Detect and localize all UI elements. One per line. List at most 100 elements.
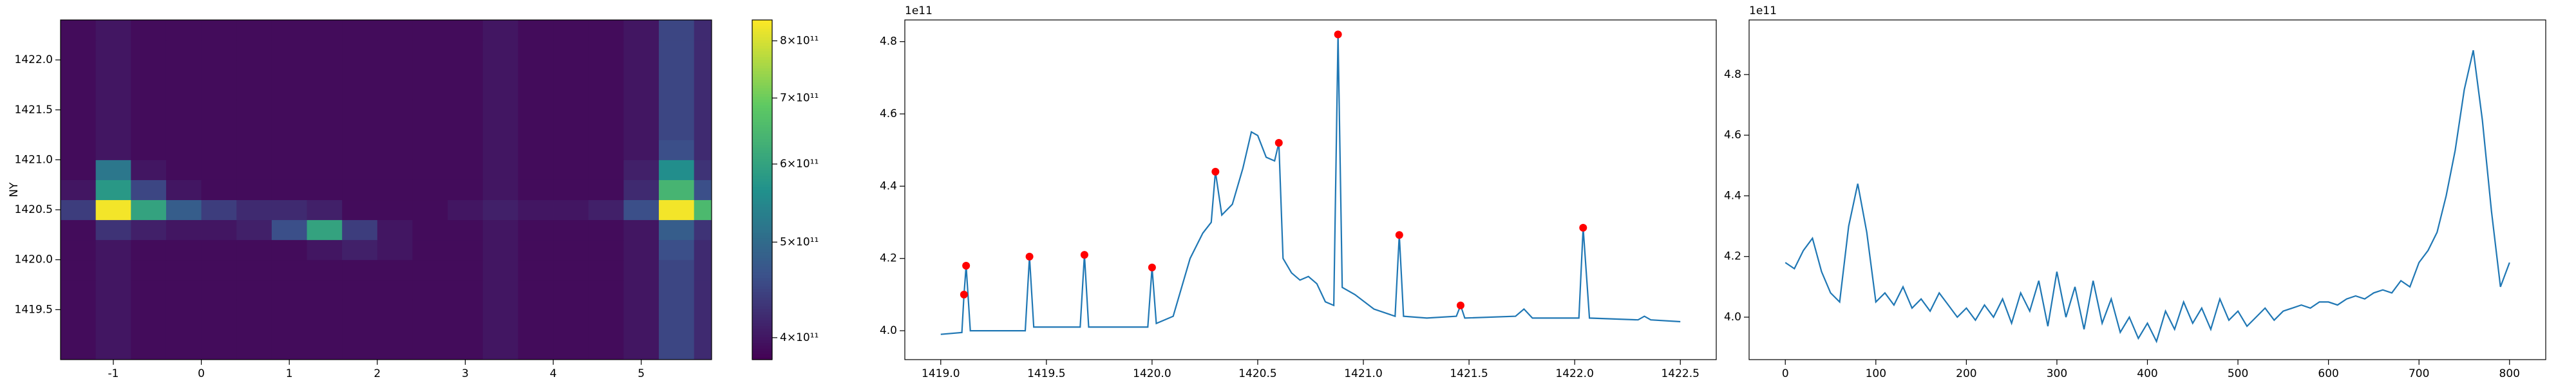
heatmap-cell — [95, 100, 131, 120]
heatmap-cell — [553, 120, 589, 140]
x-tick-label: 1421.0 — [1344, 367, 1382, 380]
heatmap-cell — [659, 60, 695, 80]
colorbar-step — [752, 356, 772, 360]
colorbar-step — [752, 150, 772, 154]
heatmap-cell — [448, 219, 484, 241]
heatmap-cell — [166, 239, 202, 261]
heatmap-cell — [553, 40, 589, 60]
heatmap-cell — [95, 80, 131, 100]
heatmap-cell — [412, 20, 448, 41]
heatmap-cell — [482, 160, 518, 180]
heatmap-cell — [482, 100, 518, 120]
heatmap-cell — [623, 140, 659, 160]
y-tick-label: 4.0 — [880, 324, 897, 337]
heatmap-cell — [271, 179, 308, 201]
heatmap-cell — [623, 339, 659, 360]
heatmap-cell — [588, 179, 624, 201]
heatmap-cell — [131, 140, 167, 160]
heatmap-cell — [131, 179, 167, 201]
colorbar-step — [752, 119, 772, 122]
heatmap-cell — [201, 120, 237, 140]
heatmap-cell — [694, 259, 712, 280]
colorbar-step — [752, 308, 772, 312]
heatmap-cell — [342, 100, 378, 120]
heatmap-cell — [482, 239, 518, 261]
heatmap-cell — [412, 179, 448, 201]
heatmap-cell — [271, 100, 308, 120]
heatmap-cell — [694, 279, 712, 300]
heatmap-cell — [271, 259, 308, 280]
heatmap-cell — [342, 239, 378, 261]
heatmap-cell — [61, 120, 97, 140]
heatmap-cell — [201, 299, 237, 320]
x-tick-label: 4 — [550, 367, 557, 380]
colorbar-step — [752, 181, 772, 185]
axes-frame — [60, 19, 712, 360]
heatmap-cell — [95, 219, 131, 241]
heatmap-cell — [659, 160, 695, 180]
heatmap-cell — [342, 60, 378, 80]
heatmap-cell — [377, 299, 413, 320]
colorbar-step — [752, 275, 772, 278]
colorbar-step — [752, 212, 772, 216]
colorbar-step — [752, 87, 772, 91]
heatmap-cell — [694, 60, 712, 80]
y-tick-label: 4.6 — [1724, 129, 1741, 142]
heatmap-cell — [694, 80, 712, 100]
heatmap-cell — [201, 239, 237, 261]
heatmap-cell — [166, 100, 202, 120]
y-tick-label: 1420.5 — [15, 203, 53, 216]
heatmap-cell — [482, 40, 518, 60]
heatmap-cell — [623, 100, 659, 120]
x-tick-label: 1422.5 — [1661, 367, 1699, 380]
heatmap-cell — [236, 179, 272, 201]
heatmap-cell — [518, 20, 554, 41]
heatmap-cell — [553, 80, 589, 100]
heatmap-cell — [588, 279, 624, 300]
x-tick-label: 3 — [462, 367, 469, 380]
heatmap-cell — [377, 339, 413, 360]
colorbar-step — [752, 241, 772, 244]
colorbar-step — [752, 340, 772, 344]
colorbar-step — [752, 207, 772, 210]
heatmap-cell — [201, 339, 237, 360]
heatmap-cell — [694, 120, 712, 140]
heatmap-cell — [342, 199, 378, 221]
x-tick-label: 300 — [2047, 367, 2067, 380]
colorbar-step — [752, 232, 772, 235]
colorbar-step — [752, 45, 772, 49]
colorbar-step — [752, 195, 772, 199]
heatmap-cell — [412, 160, 448, 180]
heatmap-cell — [518, 60, 554, 80]
y-tick-label: 1422.0 — [15, 53, 53, 66]
x-tick-label: 800 — [2499, 367, 2520, 380]
heatmap-cell — [236, 319, 272, 340]
colorbar-step — [752, 311, 772, 315]
colorbar-step — [752, 144, 772, 148]
heatmap-cell — [553, 259, 589, 280]
colorbar-step — [752, 25, 772, 29]
heatmap-cell — [588, 319, 624, 340]
heatmap-cell — [201, 219, 237, 241]
heatmap-cell — [236, 339, 272, 360]
colorbar-step — [752, 190, 772, 193]
heatmap-cell — [342, 259, 378, 280]
colorbar-step — [752, 289, 772, 292]
heatmap-cell — [623, 319, 659, 340]
heatmap-cell — [61, 80, 97, 100]
colorbar-step — [752, 215, 772, 219]
colorbar-step — [752, 28, 772, 32]
heatmap-cell — [377, 219, 413, 241]
colorbar-step — [752, 269, 772, 273]
heatmap-cell — [518, 299, 554, 320]
colorbar-step — [752, 164, 772, 168]
heatmap-cell — [482, 299, 518, 320]
heatmap-cell — [61, 40, 97, 60]
colorbar-step — [752, 303, 772, 306]
colorbar-step — [752, 73, 772, 77]
heatmap-cell — [623, 60, 659, 80]
heatmap-cell — [623, 279, 659, 300]
heatmap-cell — [448, 179, 484, 201]
colorbar-tick-label: 5×10¹¹ — [780, 235, 819, 248]
heatmap-cell — [377, 20, 413, 41]
